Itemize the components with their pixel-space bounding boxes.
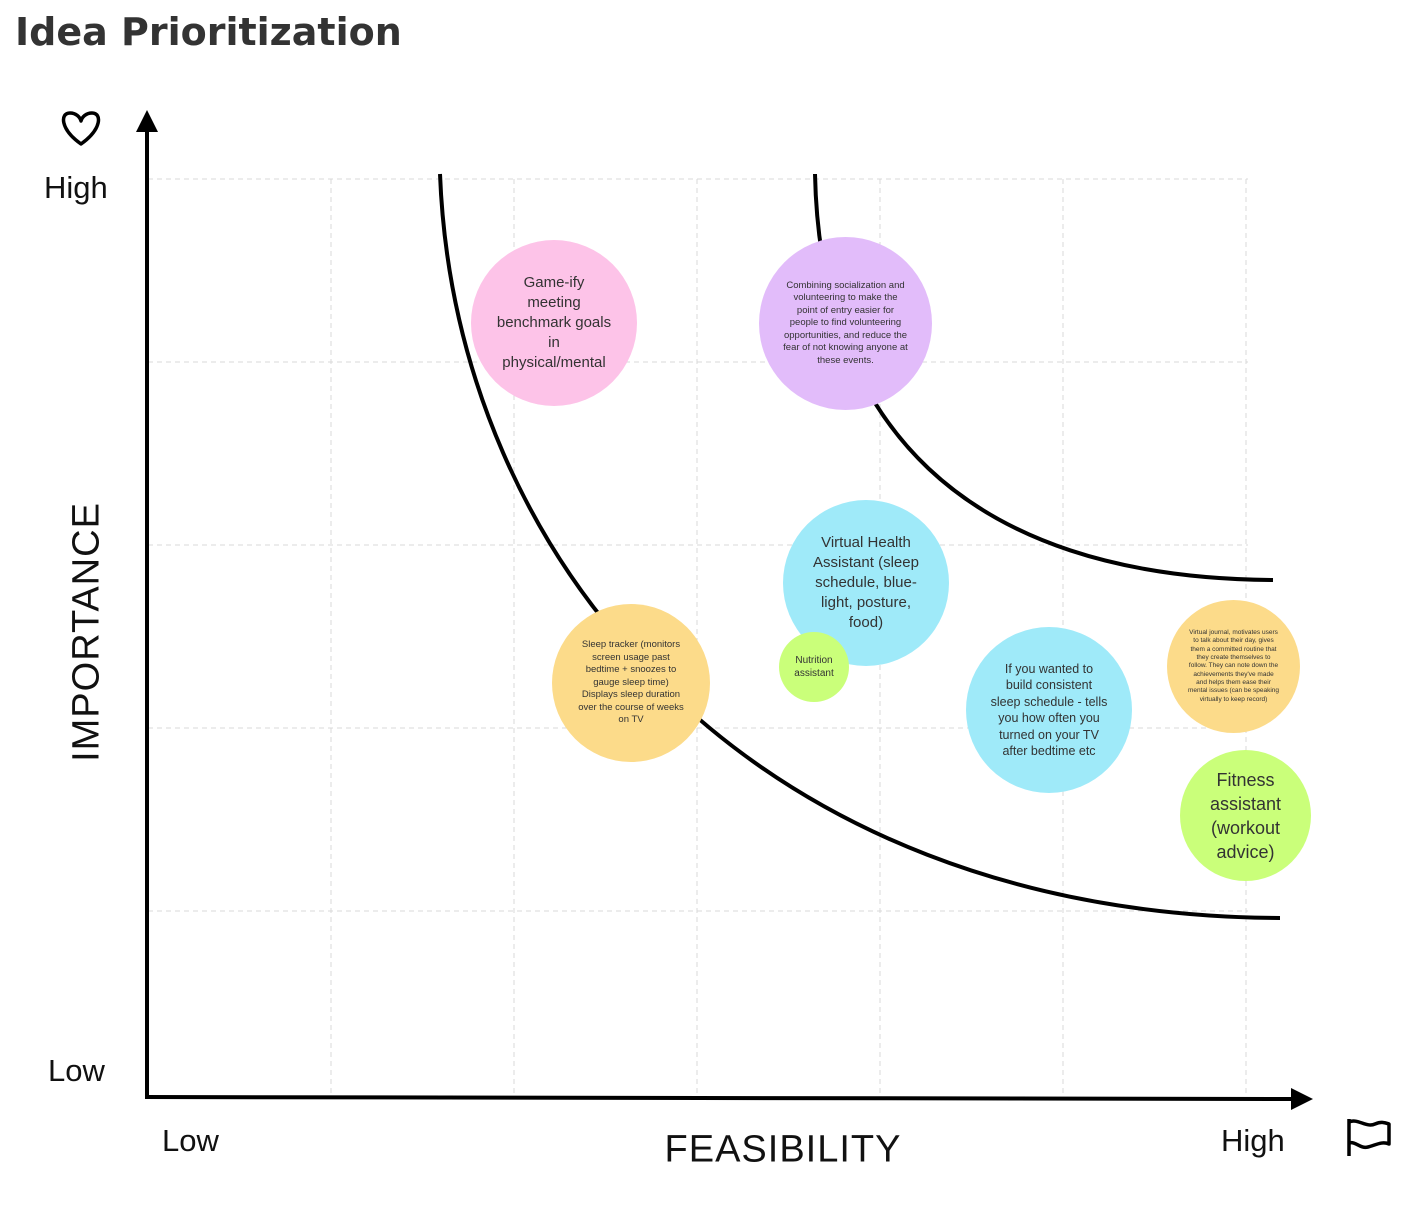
idea-bubble-socialization[interactable]: Combining socialization and volunteering…	[759, 237, 932, 410]
x-axis-line	[144, 1095, 1294, 1101]
flag-icon	[1347, 1119, 1391, 1156]
idea-text: Virtual Health Assistant (sleep schedule…	[813, 534, 919, 631]
idea-bubble-fitness[interactable]: Fitness assistant (workout advice)	[1180, 750, 1311, 881]
y-axis-high-label: High	[44, 170, 108, 205]
idea-text: Virtual journal, motivates users to talk…	[1187, 629, 1280, 703]
idea-text: Nutrition assistant	[794, 655, 834, 679]
idea-text: Sleep tracker (monitors screen usage pas…	[578, 639, 684, 726]
x-axis-high-label: High	[1221, 1123, 1285, 1158]
x-axis-title: FEASIBILITY	[664, 1128, 902, 1171]
idea-text: Game-ify meeting benchmark goals in phys…	[496, 274, 612, 371]
idea-bubble-virtual-journal[interactable]: Virtual journal, motivates users to talk…	[1167, 600, 1300, 733]
idea-text: Combining socialization and volunteering…	[783, 279, 908, 366]
page-title: Idea Prioritization	[15, 10, 402, 54]
idea-text: If you wanted to build consistent sleep …	[990, 661, 1108, 759]
y-axis-low-label: Low	[48, 1053, 105, 1088]
x-axis-arrow	[1291, 1088, 1313, 1110]
y-axis-arrow	[136, 110, 158, 132]
idea-bubble-sleep-schedule[interactable]: If you wanted to build consistent sleep …	[966, 627, 1132, 793]
idea-bubble-sleep-tracker[interactable]: Sleep tracker (monitors screen usage pas…	[552, 604, 710, 762]
heart-icon	[61, 111, 101, 146]
x-axis-low-label: Low	[162, 1123, 219, 1158]
idea-text: Fitness assistant (workout advice)	[1209, 769, 1282, 862]
y-axis-title: IMPORTANCE	[65, 502, 108, 762]
idea-bubble-nutrition[interactable]: Nutrition assistant	[779, 632, 849, 702]
idea-bubble-gameify[interactable]: Game-ify meeting benchmark goals in phys…	[471, 240, 637, 406]
grid	[148, 178, 1248, 1096]
